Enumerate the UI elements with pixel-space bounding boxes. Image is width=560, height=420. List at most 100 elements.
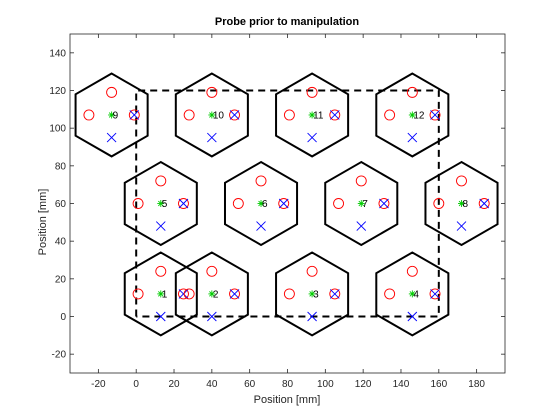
hexagon-outline [424,160,499,247]
center-marker [158,291,164,297]
center-marker [158,200,164,207]
circle-marker [83,109,95,121]
x-tick-label: 80 [282,379,294,390]
hexagon-label: 10 [213,110,225,121]
center-marker [358,200,365,207]
y-tick-label: 20 [55,274,67,285]
y-axis-label: Position [mm] [37,189,49,256]
cross-marker [207,132,217,143]
hexagon-outline [174,72,249,158]
cross-marker [106,132,117,143]
center-marker [458,200,465,207]
x-tick-label: 40 [206,379,218,390]
x-tick-label: 0 [133,379,139,390]
center-marker [209,112,215,118]
hexagon-outline [223,160,299,247]
circle-marker [429,288,441,300]
cross-marker [256,221,266,231]
cross-marker [407,132,418,143]
circle-marker [378,198,390,209]
circle-marker [128,109,140,121]
circle-marker [333,198,345,209]
circle-marker [306,265,318,277]
cross-marker [178,289,189,299]
circle-marker [229,288,240,300]
hexagon-outline [375,251,450,337]
center-marker [409,112,416,118]
hexagon-cell-4: 4 [375,251,450,337]
hexagon-cell-6: 6 [223,160,299,247]
circle-marker [478,198,490,209]
center-marker [409,291,416,297]
x-tick-label: 180 [468,379,485,390]
cross-marker [229,110,240,120]
y-tick-label: 60 [55,199,67,210]
plot-area: -20 0 20 40 60 80 100 120 140 160 180 -20 0 20 40 60 80 1… [49,33,506,390]
circle-marker [183,109,195,121]
circle-marker [178,198,189,209]
circle-marker [306,86,318,98]
cross-marker [430,289,440,299]
circle-marker [278,198,290,209]
circle-marker [255,175,267,187]
center-marker [258,200,264,207]
circle-marker [384,109,396,121]
x-axis-label: Position [mm] [254,394,321,406]
y-tick-label: 140 [49,48,66,59]
circle-marker [229,109,240,121]
cross-marker [129,110,140,120]
circle-marker [206,265,218,277]
x-tick-label: 100 [317,379,334,390]
hexagon-label: 11 [313,110,324,121]
x-tick-label: 20 [168,379,180,390]
circle-marker [355,175,367,187]
cross-marker [456,221,467,231]
hexagon-cell-7: 7 [324,160,399,247]
hexagon-outline [123,160,198,247]
cross-marker [356,221,367,231]
cross-marker [155,221,166,231]
hexagon-cell-2: 2 [174,251,249,337]
hexagon-label: 6 [262,199,268,210]
y-tick-label: 40 [55,237,67,248]
hexagon-label: 8 [463,199,469,210]
y-tick-label: 120 [49,86,66,97]
hexagon-label: 3 [313,289,319,300]
y-tick-label: 0 [60,312,66,323]
hexagon-cell-11: 11 [275,72,350,158]
y-tick-label: 100 [49,124,66,135]
circle-marker [329,109,341,121]
hexagon-label: 12 [413,110,425,121]
hexagon-outline [324,160,399,247]
chart-title: Probe prior to manipulation [215,16,360,28]
circle-marker [329,288,341,300]
circle-marker [183,288,195,300]
circle-marker [429,109,441,121]
x-tick-label: 160 [430,379,447,390]
circle-marker [456,175,467,187]
hexagon-outline [74,72,149,158]
y-tick-label: 80 [55,161,67,172]
center-marker [209,291,215,297]
circle-marker [206,86,218,98]
hexagon-outline [174,251,249,337]
cross-marker [407,311,418,322]
hexagon-cell-12: 12 [375,72,450,158]
circle-marker [232,198,244,209]
cross-marker [329,289,340,299]
center-marker [108,112,115,118]
circle-marker [433,198,445,209]
cross-marker [307,132,317,143]
hexagon-label: 7 [362,199,368,210]
circle-marker [106,86,118,98]
cross-marker [155,311,166,322]
cross-marker [307,311,317,322]
cross-marker [229,289,240,299]
center-marker [309,291,315,297]
x-tick-label: 140 [393,379,410,390]
hexagon-cell-5: 5 [123,160,198,247]
cross-marker [207,311,217,322]
x-tick-label: 60 [244,379,256,390]
center-marker [309,112,315,118]
hexagon-outline [123,251,198,337]
